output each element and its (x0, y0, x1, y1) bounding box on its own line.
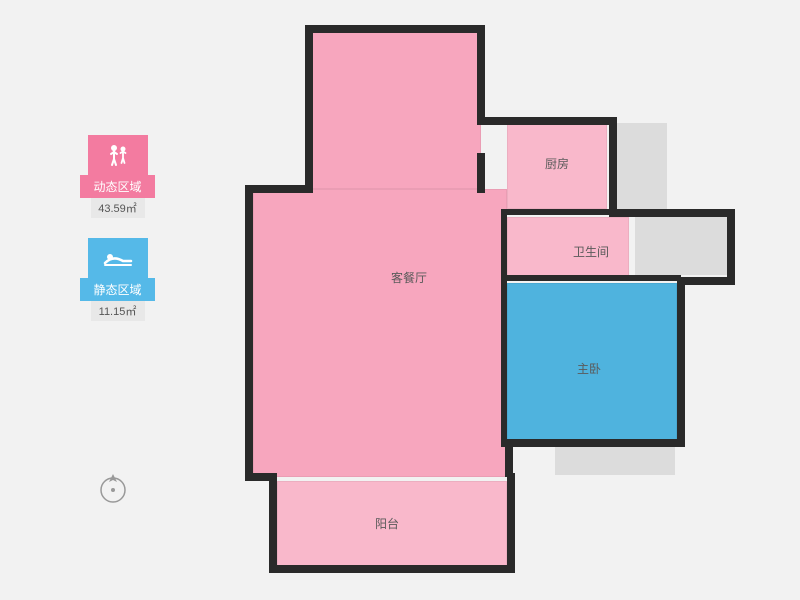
floor-gap (635, 217, 729, 275)
wall-segment (505, 439, 685, 447)
room-upper_room (311, 31, 481, 189)
legend-panel: 动态区域 43.59㎡ 静态区域 11.15㎡ (80, 135, 155, 341)
floor-gap (617, 123, 667, 211)
legend-icon-static (88, 238, 148, 278)
floor-gap (555, 445, 675, 475)
wall-segment (269, 473, 277, 573)
sleep-icon (103, 247, 133, 269)
legend-value-static: 11.15㎡ (91, 301, 145, 321)
legend-value-dynamic: 43.59㎡ (91, 198, 145, 218)
legend-item-static: 静态区域 11.15㎡ (80, 238, 155, 321)
room-living_dining (253, 189, 507, 477)
wall-segment (245, 185, 253, 481)
room-label-kitchen: 厨房 (545, 155, 569, 172)
wall-segment (305, 25, 313, 193)
legend-item-dynamic: 动态区域 43.59㎡ (80, 135, 155, 218)
room-label-bathroom: 卫生间 (573, 243, 609, 260)
legend-label-dynamic: 动态区域 (80, 175, 155, 198)
wall-segment (269, 565, 515, 573)
floorplan: 厨房客餐厅 卫生间主卧阳台 (245, 25, 735, 580)
wall-segment (477, 153, 485, 193)
wall-segment (677, 277, 685, 447)
wall-segment (477, 25, 485, 125)
wall-segment (609, 209, 735, 217)
wall-segment (507, 473, 515, 573)
wall-segment (727, 209, 735, 283)
wall-segment (677, 277, 735, 285)
people-icon (104, 141, 132, 169)
room-label-master_bedroom: 主卧 (577, 360, 601, 377)
room-label-living_dining: 客餐厅 (391, 269, 427, 286)
wall-segment (609, 117, 617, 212)
wall-segment (501, 209, 613, 215)
legend-icon-dynamic (88, 135, 148, 175)
room-bathroom (507, 217, 629, 277)
wall-segment (245, 185, 313, 193)
room-label-balcony: 阳台 (375, 515, 399, 532)
wall-segment (305, 25, 485, 33)
wall-segment (501, 209, 507, 447)
wall-segment (477, 117, 617, 125)
compass-icon (95, 470, 131, 506)
wall-segment (501, 275, 681, 281)
legend-label-static: 静态区域 (80, 278, 155, 301)
